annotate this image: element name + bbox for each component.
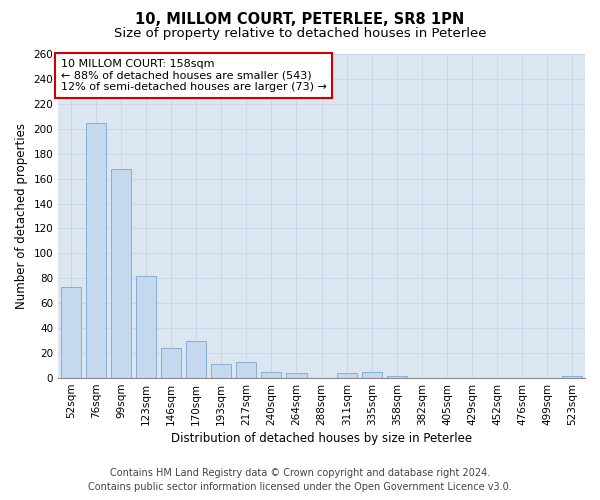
Bar (362, 372, 382, 378)
Text: 10, MILLOM COURT, PETERLEE, SR8 1PN: 10, MILLOM COURT, PETERLEE, SR8 1PN (136, 12, 464, 28)
X-axis label: Distribution of detached houses by size in Peterlee: Distribution of detached houses by size … (171, 432, 472, 445)
Text: Contains HM Land Registry data © Crown copyright and database right 2024.
Contai: Contains HM Land Registry data © Crown c… (88, 468, 512, 492)
Bar (186, 340, 206, 378)
Bar (136, 276, 156, 378)
Bar (337, 373, 357, 378)
Text: Size of property relative to detached houses in Peterlee: Size of property relative to detached ho… (114, 28, 486, 40)
Bar (286, 373, 307, 378)
Bar (111, 168, 131, 378)
Bar (86, 122, 106, 378)
Bar (211, 364, 231, 378)
Bar (387, 376, 407, 378)
Y-axis label: Number of detached properties: Number of detached properties (15, 123, 28, 309)
Bar (562, 376, 583, 378)
Text: 10 MILLOM COURT: 158sqm
← 88% of detached houses are smaller (543)
12% of semi-d: 10 MILLOM COURT: 158sqm ← 88% of detache… (61, 59, 326, 92)
Bar (236, 362, 256, 378)
Bar (262, 372, 281, 378)
Bar (161, 348, 181, 378)
Bar (61, 287, 81, 378)
